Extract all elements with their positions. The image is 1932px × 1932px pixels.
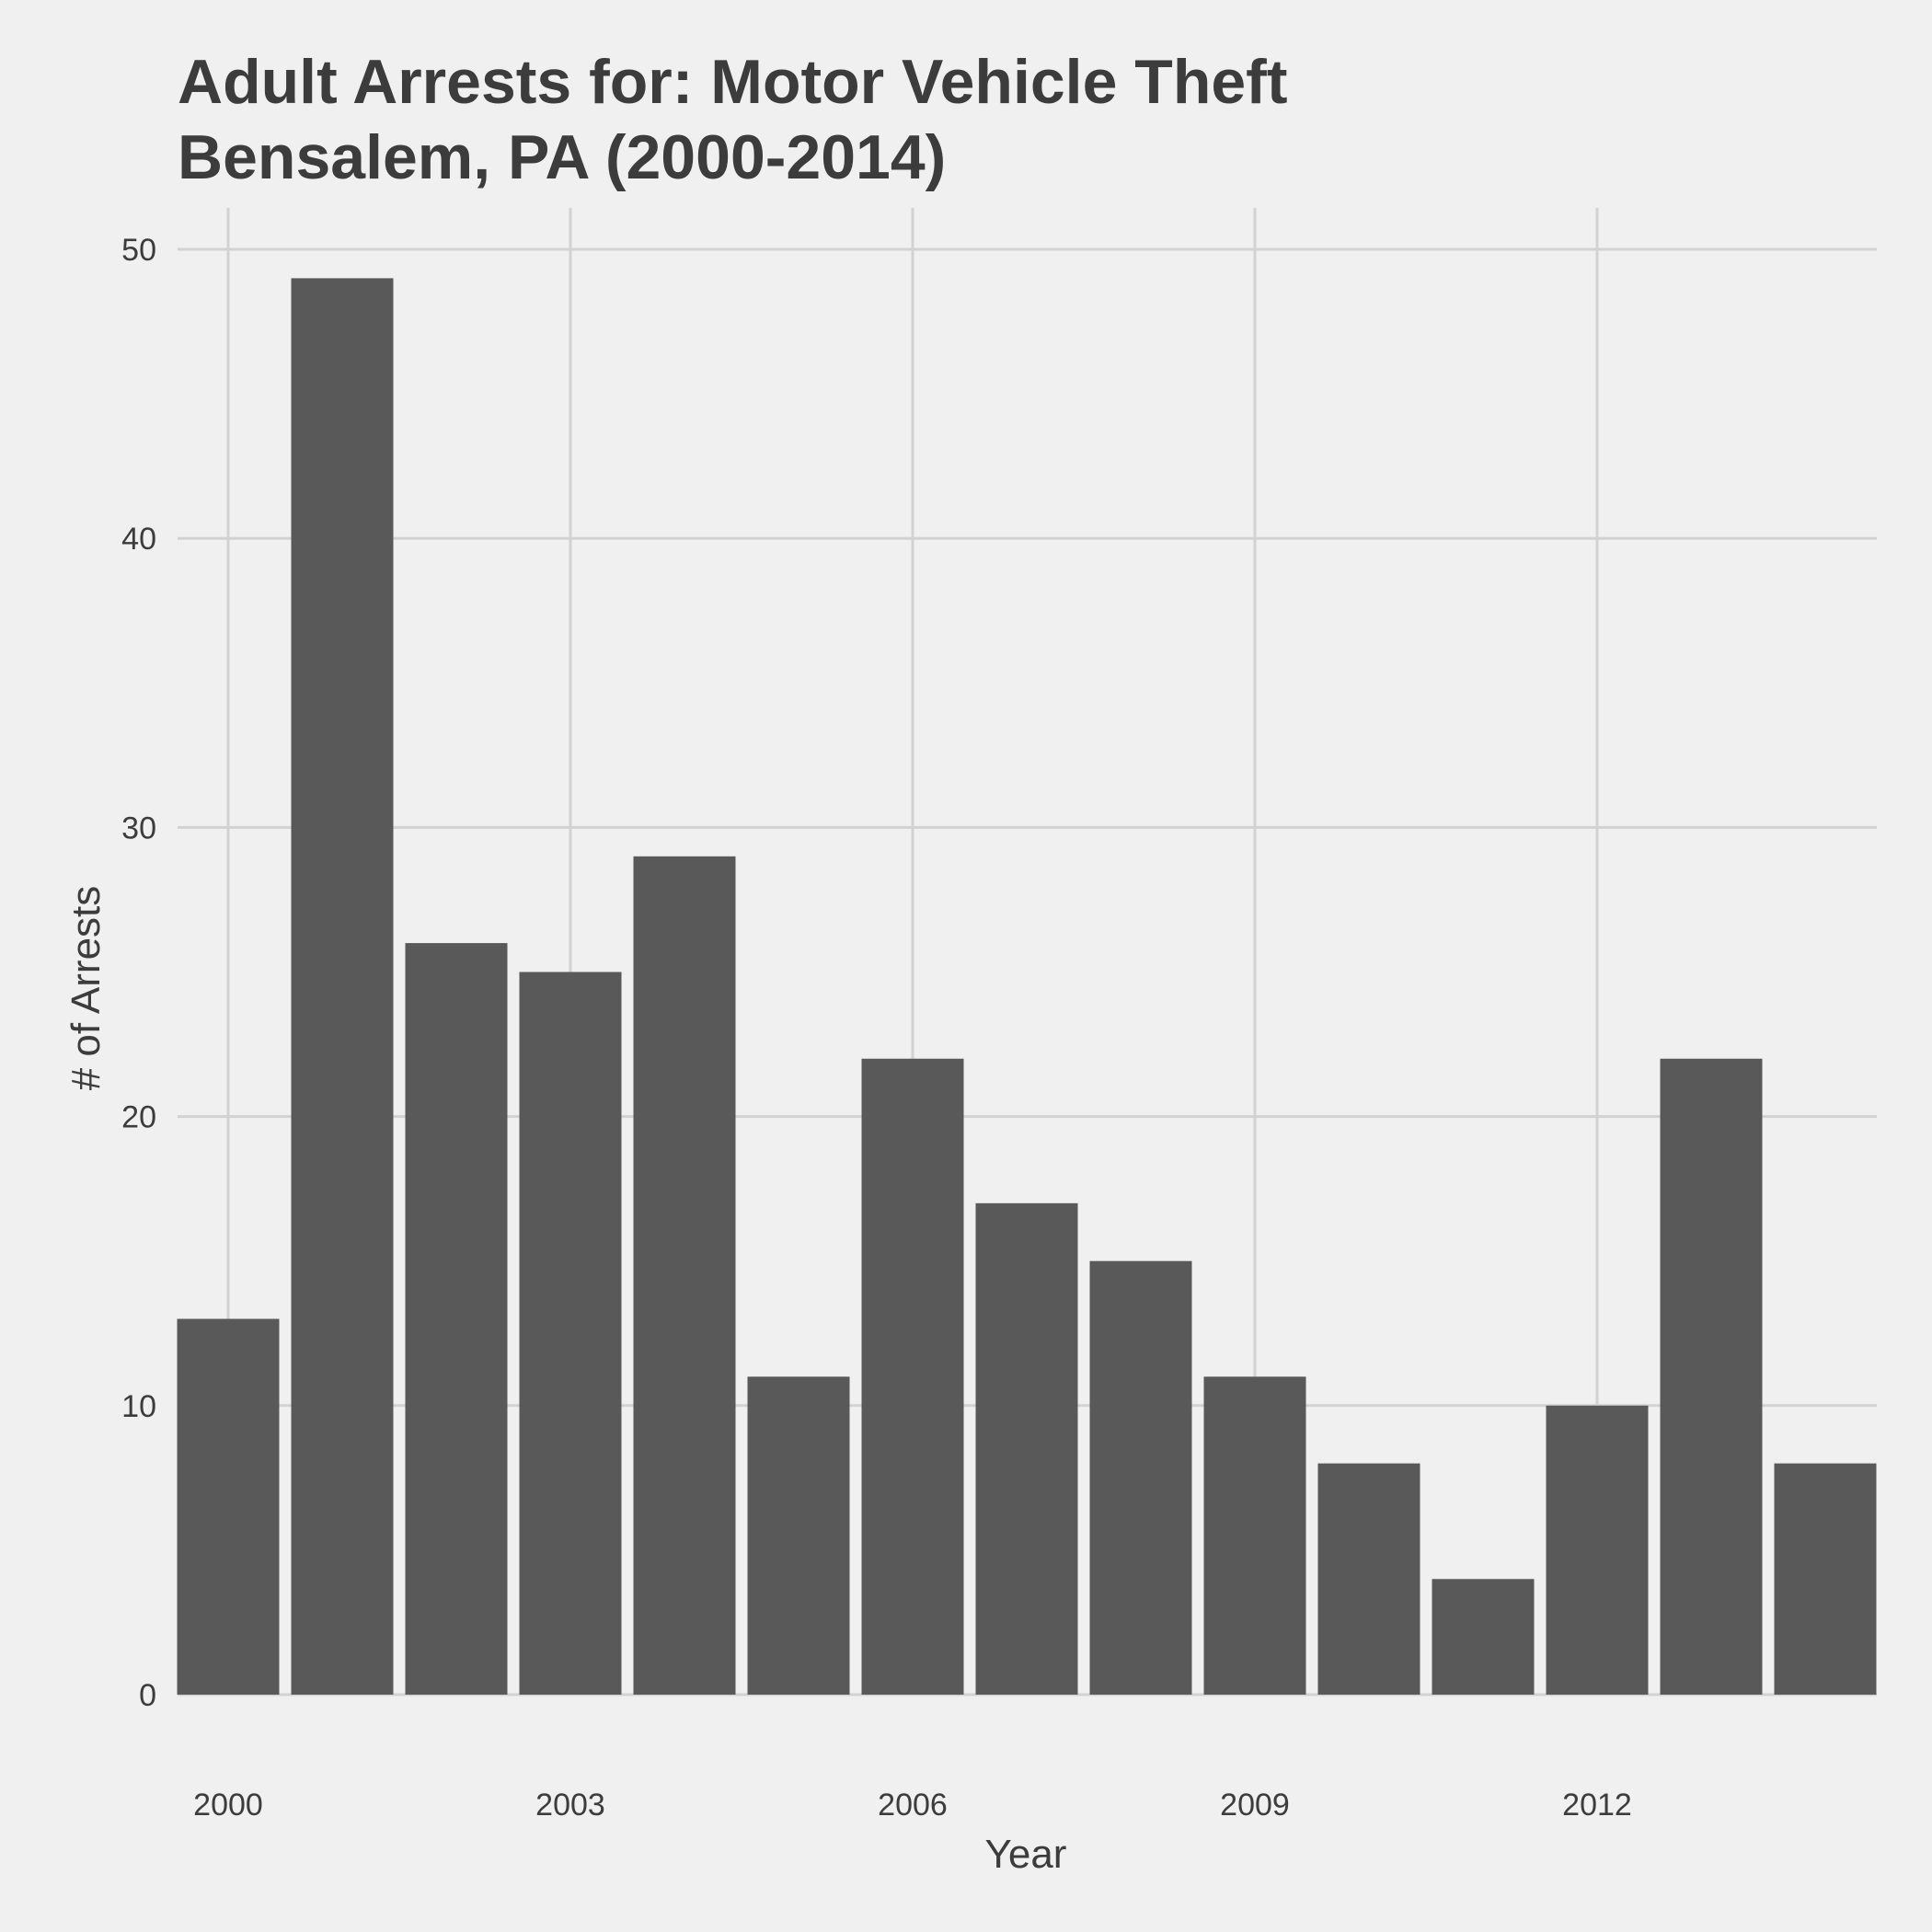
chart-title: Adult Arrests for: Motor Vehicle Theft B… bbox=[178, 44, 1287, 195]
x-tick-label: 2000 bbox=[193, 1788, 263, 1823]
bar-2009 bbox=[1203, 1376, 1306, 1695]
x-axis-ticks: 2000 2003 2006 2009 2012 bbox=[193, 1788, 1632, 1823]
y-tick-label: 10 bbox=[121, 1389, 156, 1424]
bar-2005 bbox=[747, 1376, 850, 1695]
x-tick-label: 2009 bbox=[1220, 1788, 1290, 1823]
x-tick-label: 2003 bbox=[535, 1788, 605, 1823]
y-axis-title: # of Arrests bbox=[63, 886, 109, 1091]
y-tick-label: 30 bbox=[121, 811, 156, 845]
bar-2003 bbox=[519, 972, 622, 1695]
bar-2006 bbox=[861, 1058, 964, 1695]
y-tick-label: 0 bbox=[139, 1678, 156, 1713]
bar-2008 bbox=[1089, 1260, 1192, 1695]
y-axis-ticks: 0 10 20 30 40 50 bbox=[121, 233, 156, 1713]
x-tick-label: 2006 bbox=[878, 1788, 948, 1823]
bar-2012 bbox=[1546, 1405, 1649, 1695]
bar-2013 bbox=[1660, 1058, 1763, 1695]
y-tick-label: 20 bbox=[121, 1100, 156, 1135]
bar-2000 bbox=[177, 1318, 280, 1695]
x-axis-title: Year bbox=[985, 1832, 1067, 1877]
chart-title-line: Adult Arrests for: Motor Vehicle Theft bbox=[178, 47, 1288, 117]
bar-2014 bbox=[1774, 1463, 1877, 1695]
x-tick-label: 2012 bbox=[1562, 1788, 1632, 1823]
chart-subtitle-line: Bensalem, PA (2000-2014) bbox=[178, 122, 947, 192]
bar-2007 bbox=[975, 1202, 1078, 1695]
bars bbox=[177, 278, 1877, 1695]
bar-2002 bbox=[405, 943, 508, 1695]
bar-2001 bbox=[291, 278, 394, 1695]
bar-2010 bbox=[1317, 1463, 1420, 1695]
bar-2004 bbox=[633, 856, 736, 1695]
y-tick-label: 40 bbox=[121, 522, 156, 557]
bar-2011 bbox=[1432, 1579, 1535, 1695]
y-tick-label: 50 bbox=[121, 233, 156, 268]
